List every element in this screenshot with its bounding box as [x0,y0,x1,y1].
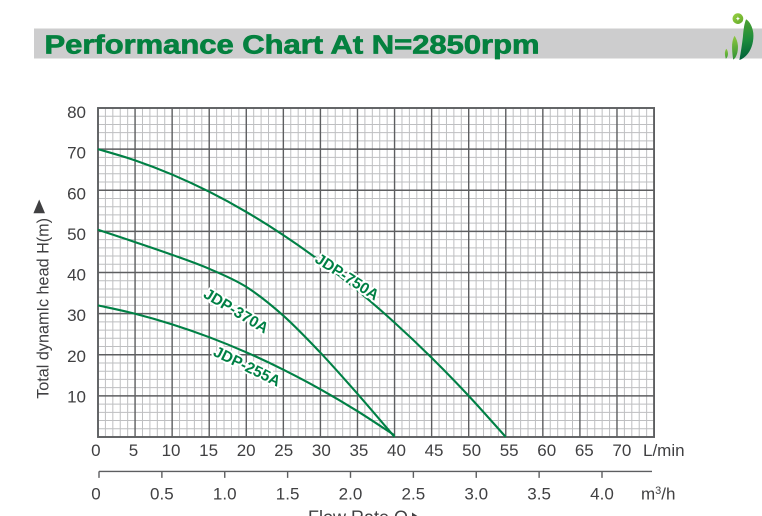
svg-text:3.0: 3.0 [464,484,488,503]
svg-text:50: 50 [67,225,86,244]
svg-text:Flow Rate Q: Flow Rate Q [308,508,408,516]
svg-text:15: 15 [199,441,218,460]
svg-text:10: 10 [162,441,181,460]
svg-text:20: 20 [67,347,86,366]
svg-text:L/min: L/min [643,441,685,460]
svg-text:0.5: 0.5 [150,484,174,503]
svg-text:65: 65 [575,441,594,460]
svg-text:35: 35 [349,441,368,460]
svg-text:2.0: 2.0 [339,484,363,503]
svg-text:Total dynamIc head H(m): Total dynamIc head H(m) [35,218,53,399]
svg-text:25: 25 [274,441,293,460]
svg-text:0: 0 [91,441,100,460]
svg-text:45: 45 [425,441,444,460]
svg-text:70: 70 [67,144,86,163]
svg-text:Performance Chart At N=2850rpm: Performance Chart At N=2850rpm [45,31,540,59]
svg-text:3.5: 3.5 [527,484,551,503]
svg-text:30: 30 [312,441,331,460]
svg-text:20: 20 [237,441,256,460]
svg-text:55: 55 [500,441,519,460]
svg-text:0: 0 [91,484,100,503]
svg-text:60: 60 [537,441,556,460]
svg-text:JDP-750A: JDP-750A [312,251,382,305]
svg-text:5: 5 [129,441,138,460]
svg-text:30: 30 [67,306,86,325]
svg-text:60: 60 [67,184,86,203]
svg-text:1.0: 1.0 [213,484,237,503]
svg-text:70: 70 [612,441,631,460]
svg-text:1.5: 1.5 [276,484,300,503]
svg-text:50: 50 [462,441,481,460]
svg-text:40: 40 [67,266,86,285]
svg-text:m3/h: m3/h [641,484,675,503]
svg-text:80: 80 [67,103,86,122]
svg-text:4.0: 4.0 [590,484,614,503]
svg-text:40: 40 [387,441,406,460]
svg-text:2.5: 2.5 [402,484,426,503]
svg-text:10: 10 [67,387,86,406]
